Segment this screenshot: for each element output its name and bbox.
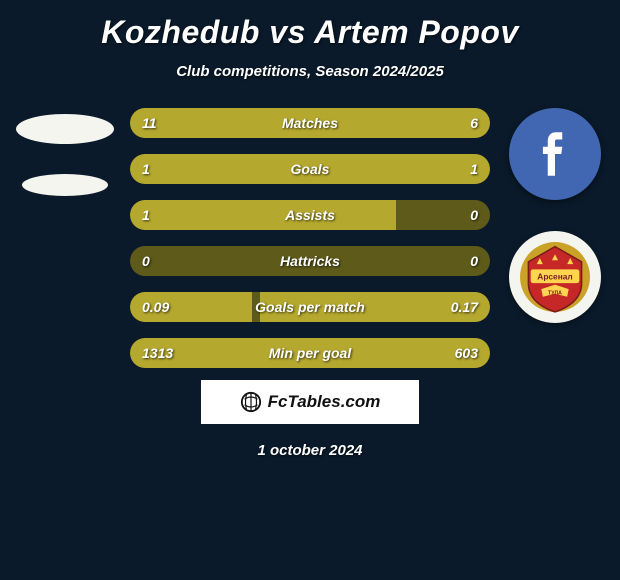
stat-left-value: 11 bbox=[142, 115, 157, 131]
facebook-share-button[interactable] bbox=[509, 108, 601, 200]
facebook-icon bbox=[526, 125, 584, 183]
stat-label: Matches bbox=[282, 115, 338, 131]
stat-label: Min per goal bbox=[269, 345, 351, 361]
page-title: Kozhedub vs Artem Popov bbox=[101, 14, 518, 51]
stat-right-value: 0 bbox=[470, 253, 478, 269]
source-label: FcTables.com bbox=[268, 392, 381, 412]
stat-row-min-per-goal: 1313 Min per goal 603 bbox=[130, 338, 490, 368]
svg-text:ТУЛА: ТУЛА bbox=[548, 290, 562, 296]
stat-right-fill bbox=[310, 154, 490, 184]
stat-left-value: 1 bbox=[142, 207, 150, 223]
left-player-column bbox=[0, 108, 130, 196]
stat-right-value: 0 bbox=[470, 207, 478, 223]
player1-club-placeholder bbox=[22, 174, 108, 196]
player2-club-badge: Арсенал ТУЛА bbox=[509, 231, 601, 323]
stat-left-fill bbox=[130, 154, 310, 184]
content-row: 11 Matches 6 1 Goals 1 1 Assists 0 bbox=[0, 108, 620, 368]
stat-row-matches: 11 Matches 6 bbox=[130, 108, 490, 138]
stat-label: Goals bbox=[291, 161, 330, 177]
stat-row-goals-per-match: 0.09 Goals per match 0.17 bbox=[130, 292, 490, 322]
stat-row-goals: 1 Goals 1 bbox=[130, 154, 490, 184]
stat-right-value: 603 bbox=[455, 345, 478, 361]
comparison-widget: Kozhedub vs Artem Popov Club competition… bbox=[0, 0, 620, 459]
stat-right-value: 6 bbox=[470, 115, 478, 131]
stat-left-value: 1313 bbox=[142, 345, 173, 361]
stat-left-value: 0 bbox=[142, 253, 150, 269]
stat-right-value: 0.17 bbox=[451, 299, 478, 315]
source-link[interactable]: FcTables.com bbox=[201, 380, 419, 424]
fctables-logo-icon bbox=[240, 391, 262, 413]
stat-left-value: 0.09 bbox=[142, 299, 169, 315]
stat-left-fill bbox=[130, 200, 396, 230]
stat-label: Assists bbox=[285, 207, 335, 223]
club-crest-icon: Арсенал ТУЛА bbox=[517, 239, 593, 315]
stat-left-value: 1 bbox=[142, 161, 150, 177]
player1-photo-placeholder bbox=[16, 114, 114, 144]
stat-row-hattricks: 0 Hattricks 0 bbox=[130, 246, 490, 276]
page-subtitle: Club competitions, Season 2024/2025 bbox=[176, 63, 444, 80]
stat-row-assists: 1 Assists 0 bbox=[130, 200, 490, 230]
stat-label: Hattricks bbox=[280, 253, 340, 269]
stats-column: 11 Matches 6 1 Goals 1 1 Assists 0 bbox=[130, 108, 490, 368]
svg-text:Арсенал: Арсенал bbox=[537, 271, 572, 281]
snapshot-date: 1 october 2024 bbox=[257, 442, 362, 459]
stat-right-value: 1 bbox=[470, 161, 478, 177]
right-player-column: Арсенал ТУЛА bbox=[490, 108, 620, 323]
stat-label: Goals per match bbox=[255, 299, 365, 315]
